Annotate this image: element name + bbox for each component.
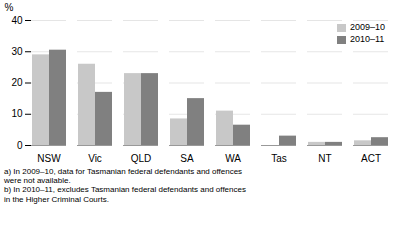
svg-text:SA: SA — [180, 153, 194, 164]
svg-text:QLD: QLD — [131, 153, 152, 164]
svg-text:20: 20 — [11, 77, 23, 88]
html-text:2009–10: 2009–10 — [350, 22, 385, 32]
svg-text:Tas: Tas — [271, 153, 287, 164]
svg-text:0: 0 — [17, 140, 23, 151]
html-text:a) In 2009–10, data for Tasman: a) In 2009–10, data for Tasmanian federa… — [4, 167, 246, 204]
html-text:2010–11: 2010–11 — [350, 33, 385, 44]
svg-text:NT: NT — [318, 153, 331, 164]
svg-text:30: 30 — [11, 46, 23, 57]
svg-text:%: % — [5, 2, 14, 13]
svg-text:WA: WA — [225, 153, 241, 164]
svg-text:40: 40 — [11, 15, 23, 26]
svg-text:ACT: ACT — [361, 153, 381, 164]
svg-text:10: 10 — [11, 108, 23, 119]
svg-text:NSW: NSW — [37, 153, 61, 164]
svg-text:Vic: Vic — [88, 153, 102, 164]
